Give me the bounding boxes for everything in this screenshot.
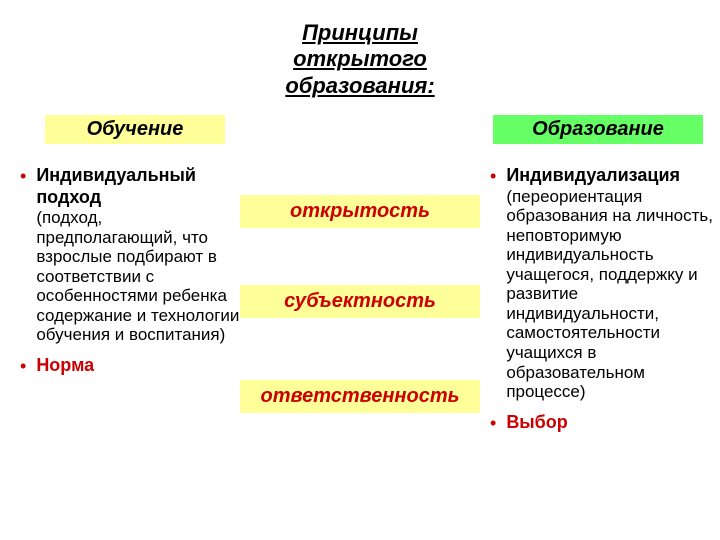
item-title: Индивидуальный подход [36, 165, 240, 208]
list-item: • Индивидуализация (переориентация образ… [490, 165, 715, 402]
center-term: ответственность [240, 380, 480, 413]
item-title: Выбор [506, 412, 715, 433]
heading-left: Обучение [45, 115, 225, 144]
item-desc: (подход, предполагающий, что взрослые по… [36, 208, 240, 345]
heading-right: Образование [493, 115, 703, 144]
item-desc: (переориентация образования на личность,… [506, 187, 715, 402]
item-content: Выбор [506, 412, 715, 433]
center-term: субъектность [240, 285, 480, 318]
item-title: Норма [36, 355, 240, 376]
column-left: • Индивидуальный подход (подход, предпол… [20, 165, 240, 386]
list-item: • Норма [20, 355, 240, 376]
item-content: Индивидуальный подход (подход, предполаг… [36, 165, 240, 345]
list-item: • Выбор [490, 412, 715, 433]
bullet-icon: • [490, 414, 496, 433]
center-term: открытость [240, 195, 480, 228]
list-item: • Индивидуальный подход (подход, предпол… [20, 165, 240, 345]
item-content: Норма [36, 355, 240, 376]
item-title: Индивидуализация [506, 165, 715, 187]
item-content: Индивидуализация (переориентация образов… [506, 165, 715, 402]
bullet-icon: • [490, 167, 496, 402]
main-title: Принципы открытого образования: [240, 20, 480, 99]
bullet-icon: • [20, 357, 26, 376]
column-right: • Индивидуализация (переориентация образ… [490, 165, 715, 443]
bullet-icon: • [20, 167, 26, 345]
